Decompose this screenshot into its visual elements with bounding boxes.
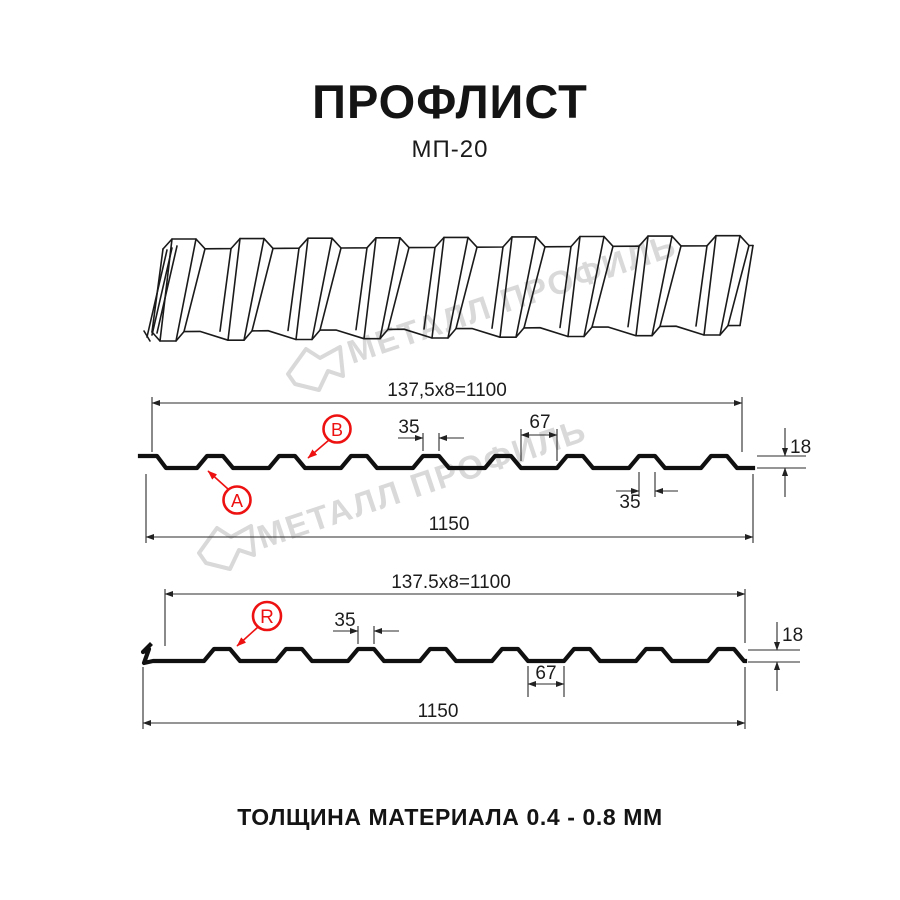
callout-r: R <box>236 600 283 647</box>
dim-height-18: 18 <box>790 437 811 458</box>
watermark-text: МЕТАЛЛ ПРОФИЛЬ <box>342 226 681 371</box>
thickness-note: ТОЛЩИНА МАТЕРИАЛА 0.4 - 0.8 ММ <box>237 804 663 830</box>
page-title: ПРОФЛИСТ <box>312 75 588 128</box>
dim-total-width: 1150 <box>429 514 470 535</box>
model-label: МП-20 <box>411 136 489 163</box>
profile-outline <box>137 453 756 471</box>
metall-profil-logo-icon <box>286 345 345 392</box>
profile-section-front: 137,5x8=1100 1150 35 67 18 <box>137 380 811 543</box>
callout-b: B <box>307 414 352 459</box>
callout-r-label: R <box>260 607 274 628</box>
dim-rib-top-35: 35 <box>334 610 355 631</box>
dim-rib-top-35-bottom: 35 <box>619 492 640 513</box>
dim-height-18: 18 <box>782 625 803 646</box>
dim-working-width: 137.5x8=1100 <box>391 572 511 593</box>
dim-rib-top-35: 35 <box>398 417 419 438</box>
dim-valley-67: 67 <box>529 412 550 433</box>
profile-outline <box>140 642 748 666</box>
callout-a-label: A <box>231 491 243 511</box>
dim-total-width: 1150 <box>418 701 459 722</box>
metall-profil-logo-icon <box>197 524 256 571</box>
sheet-3d-drawing <box>143 234 754 342</box>
watermark-top: МЕТАЛЛ ПРОФИЛЬ <box>286 226 681 392</box>
dim-working-width: 137,5x8=1100 <box>387 380 507 401</box>
callout-a: A <box>207 470 252 515</box>
callout-b-label: B <box>331 420 343 440</box>
dim-valley-67: 67 <box>535 663 556 684</box>
profile-section-reverse: 137.5x8=1100 1150 35 67 18 <box>140 572 803 729</box>
